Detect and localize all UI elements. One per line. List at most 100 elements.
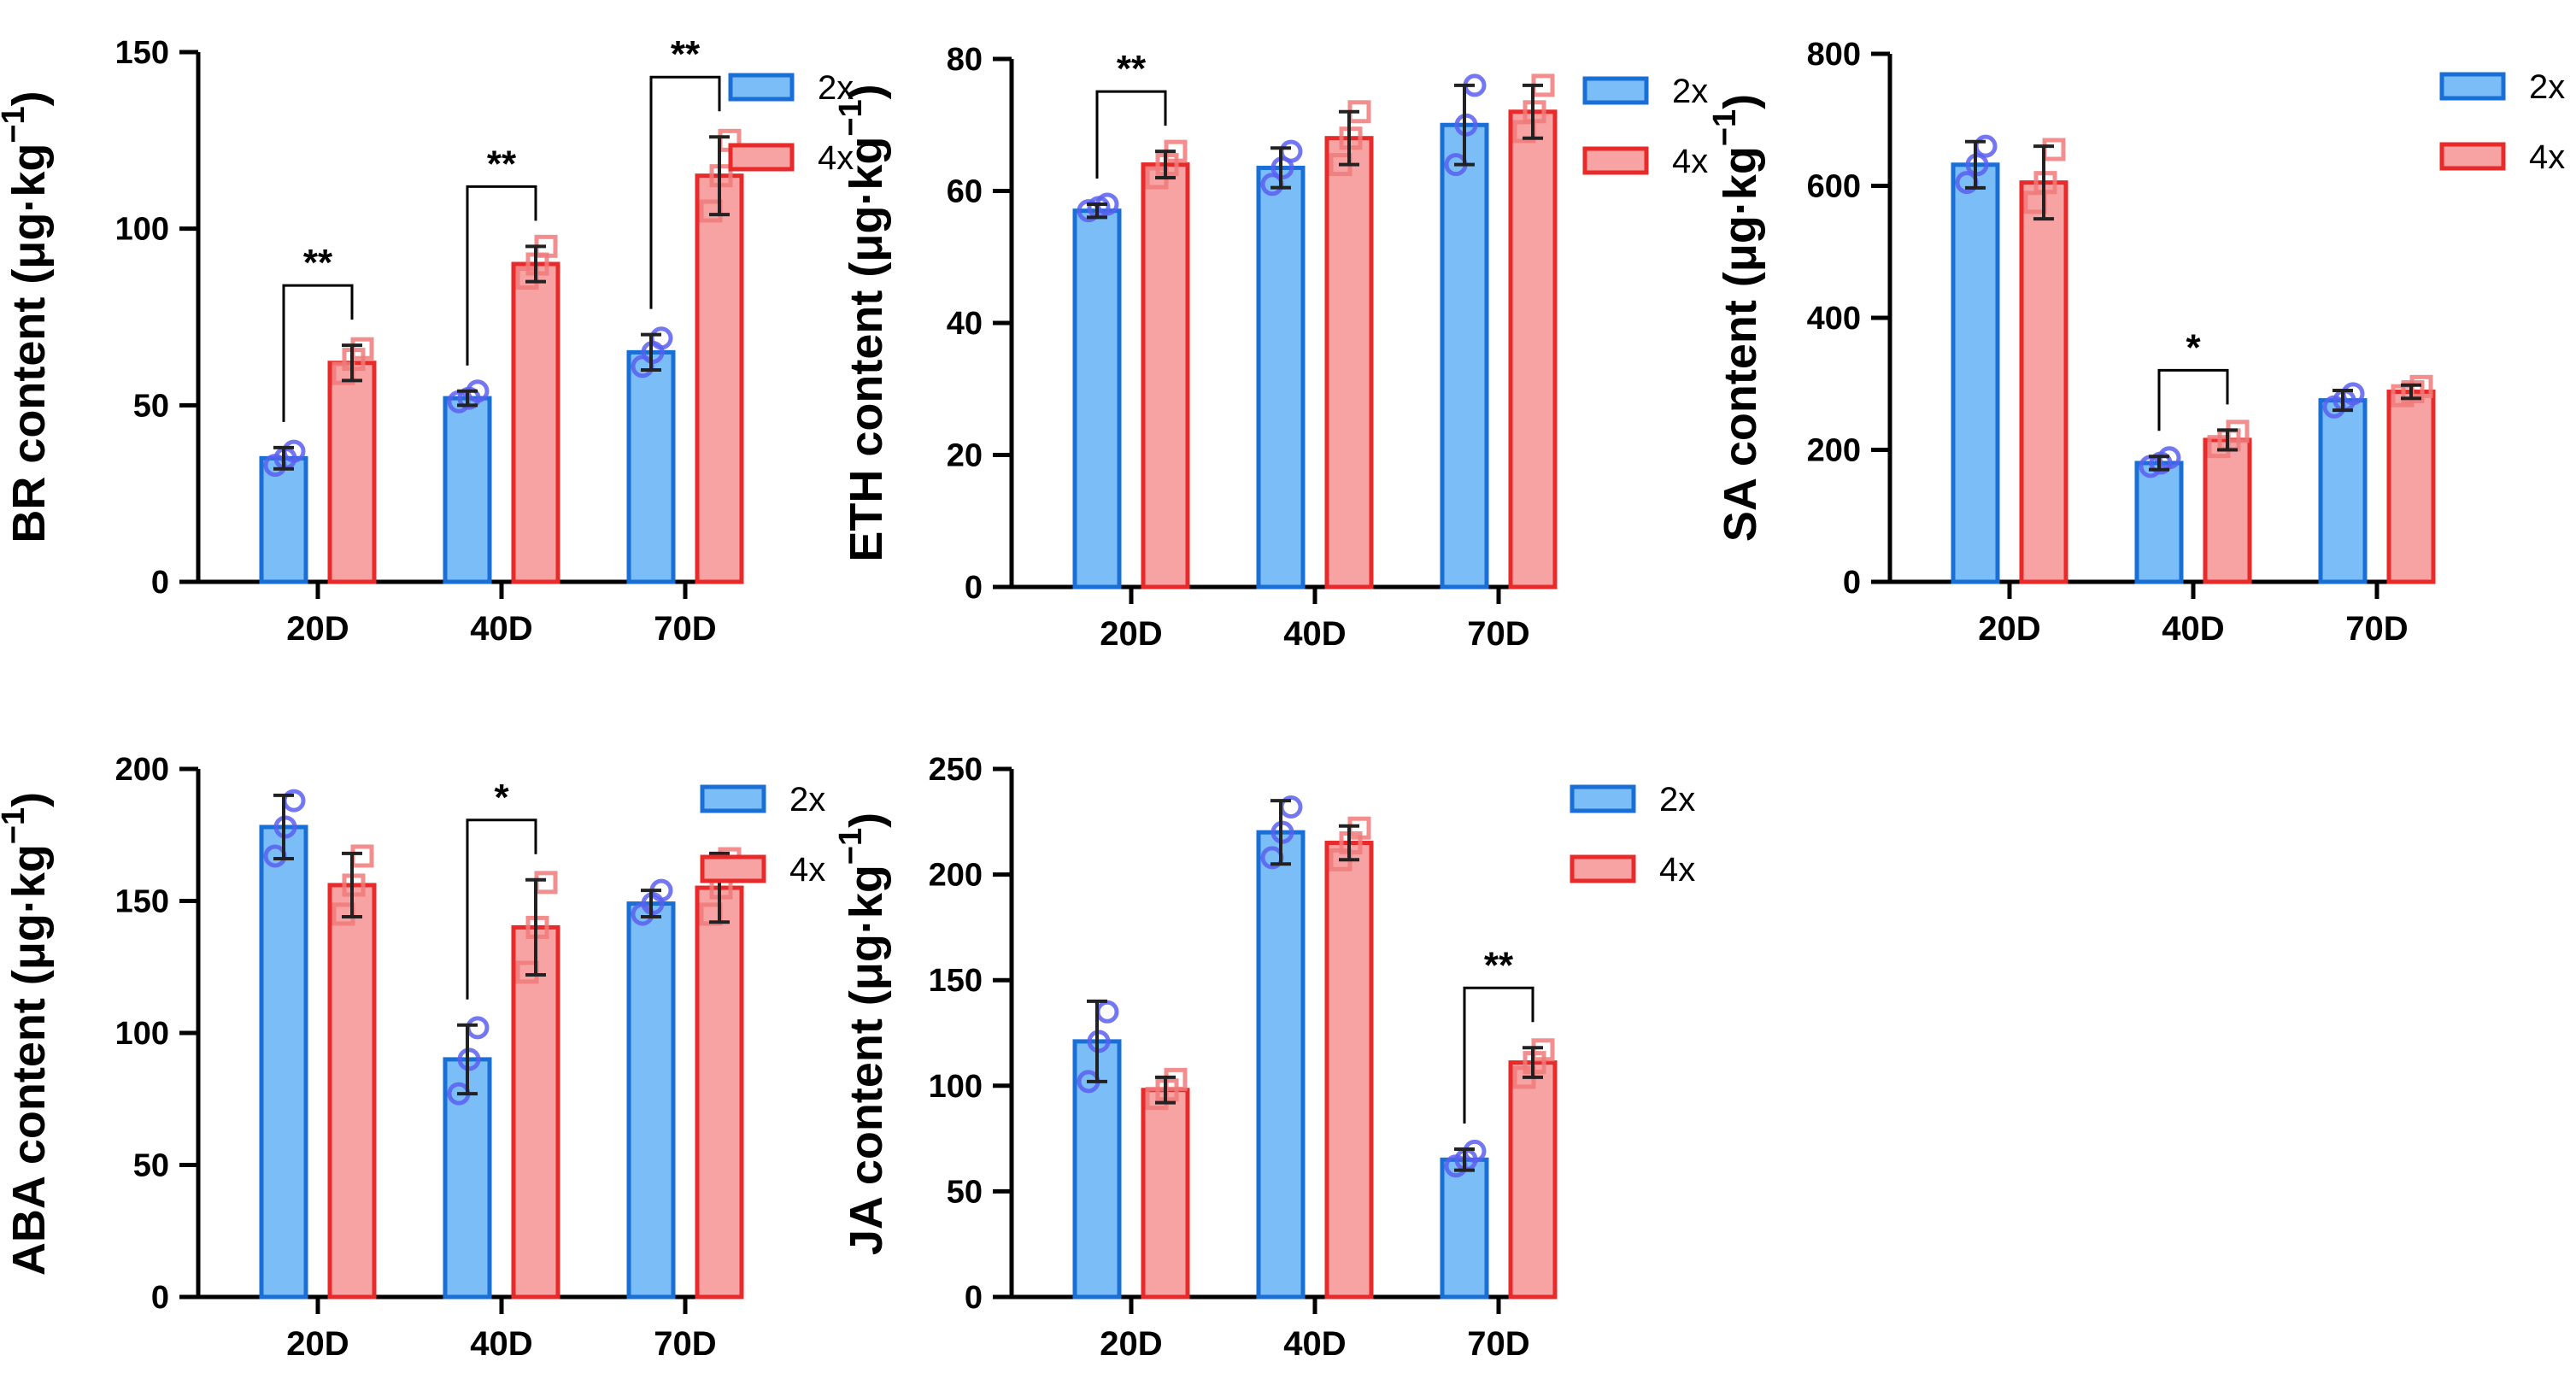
- bar-4x-40D: [1324, 841, 1374, 1300]
- y-axis-title-main: BR content (μg·kg: [3, 144, 55, 543]
- bar-2x-40D: [1256, 165, 1306, 590]
- x-tick-label: 70D: [654, 610, 716, 648]
- y-axis-title-exponent: −1: [1707, 109, 1743, 146]
- x-tick-label: 40D: [470, 1325, 532, 1363]
- significance-label: **: [303, 242, 333, 284]
- x-tick-label: 70D: [1467, 615, 1529, 653]
- x-tick-label: 20D: [286, 1325, 349, 1363]
- chart-panel-2: 0 20 40 60 80 20D 40D 70D ETH content (μg·kg−1) *…: [833, 42, 1708, 653]
- legend-swatch-2x: [1582, 76, 1649, 105]
- y-axis-title: SA content (μg·kg−1): [1707, 94, 1766, 542]
- y-tick-label: 600: [1807, 169, 1861, 205]
- significance-bracket: [1095, 90, 1167, 179]
- bar-4x-20D: [2019, 180, 2068, 584]
- significance-label: **: [1117, 48, 1147, 90]
- y-tick-label: 400: [1807, 301, 1861, 337]
- data-point-2x: [1974, 134, 1998, 158]
- bar-4x-40D: [1324, 136, 1374, 590]
- legend-label-2x: 2x: [1659, 781, 1695, 819]
- bar-2x-70D: [1440, 1157, 1489, 1300]
- x-tick-label: 40D: [470, 610, 532, 648]
- y-tick-label: 100: [115, 1016, 169, 1052]
- y-axis-title-exponent: −1: [833, 828, 869, 865]
- y-axis-title-main: ETH content (μg·kg: [841, 137, 892, 562]
- significance-bracket: [466, 819, 537, 1000]
- x-tick-label: 40D: [2162, 610, 2224, 648]
- y-tick-label: 80: [947, 42, 983, 78]
- significance-bracket: [466, 185, 537, 366]
- y-axis-title-exponent: −1: [0, 807, 32, 844]
- y-tick-label: 0: [151, 1280, 169, 1316]
- bar-4x-20D: [327, 361, 377, 584]
- legend-swatch-4x: [1570, 854, 1636, 883]
- legend-label-4x: 4x: [789, 851, 825, 889]
- y-axis-title-close: ): [841, 84, 892, 99]
- y-axis-title-exponent: −1: [833, 99, 869, 136]
- y-tick-label: 60: [947, 174, 983, 210]
- significance-label: **: [671, 33, 701, 75]
- significance-label: *: [2186, 326, 2201, 368]
- y-axis-title: JA content (μg·kg−1): [833, 813, 892, 1255]
- legend-label-4x: 4x: [2529, 138, 2565, 176]
- bar-4x-70D: [1508, 1060, 1558, 1300]
- legend-swatch-4x: [700, 854, 766, 883]
- bar-2x-70D: [626, 349, 676, 584]
- chart-panel-3: 0 200 400 600 800 20D 40D 70D SA content (μg·kg−…: [1707, 37, 2565, 648]
- data-point-4x: [2042, 138, 2066, 161]
- legend-label-4x: 4x: [1659, 851, 1695, 889]
- significance-label: **: [1484, 944, 1514, 986]
- chart-panel-4: 0 50 100 150 200 20D 40D 70D ABA content (μg·kg−…: [0, 752, 825, 1363]
- significance-label: *: [494, 777, 509, 819]
- bar-4x-40D: [2203, 437, 2252, 584]
- y-axis-title-exponent: −1: [0, 106, 32, 143]
- legend-swatch-4x: [2439, 142, 2506, 171]
- legend-swatch-2x: [700, 784, 766, 813]
- y-tick-label: 150: [929, 963, 983, 999]
- bar-4x-20D: [1141, 1088, 1190, 1300]
- y-tick-label: 800: [1807, 37, 1861, 73]
- x-tick-label: 40D: [1283, 615, 1346, 653]
- x-tick-label: 70D: [654, 1325, 716, 1363]
- legend-label-4x: 4x: [818, 139, 854, 177]
- y-tick-label: 150: [115, 35, 169, 71]
- legend-label-2x: 2x: [789, 781, 825, 819]
- x-tick-label: 70D: [1467, 1325, 1529, 1363]
- y-tick-label: 100: [929, 1069, 983, 1105]
- significance-bracket: [282, 284, 354, 422]
- bar-4x-70D: [2386, 390, 2436, 584]
- y-tick-label: 50: [133, 388, 169, 424]
- bar-4x-70D: [1508, 109, 1558, 590]
- bar-4x-20D: [1141, 162, 1190, 590]
- significance-bracket: [649, 75, 721, 309]
- y-tick-label: 40: [947, 306, 983, 342]
- bar-2x-20D: [1951, 162, 2000, 584]
- y-axis-title-close: ): [1715, 94, 1766, 109]
- y-tick-label: 200: [1807, 433, 1861, 469]
- bar-4x-70D: [695, 173, 744, 584]
- x-tick-label: 20D: [1100, 615, 1162, 653]
- data-point-4x: [350, 844, 374, 868]
- chart-panel-1: 0 50 100 150 20D 40D 70D BR content (μg·kg−1) **…: [0, 33, 854, 648]
- legend-swatch-4x: [1582, 146, 1649, 175]
- y-tick-label: 200: [115, 752, 169, 788]
- bar-2x-70D: [626, 901, 676, 1300]
- y-tick-label: 0: [1843, 565, 1861, 601]
- legend-label-2x: 2x: [2529, 68, 2565, 106]
- legend-swatch-2x: [2439, 72, 2506, 101]
- legend-swatch-4x: [728, 143, 795, 172]
- bar-2x-40D: [1256, 830, 1306, 1300]
- y-tick-label: 0: [965, 1280, 983, 1316]
- data-point-2x: [1095, 1000, 1119, 1024]
- significance-bracket: [1463, 986, 1534, 1124]
- x-tick-label: 20D: [286, 610, 349, 648]
- chart-panel-5: 0 50 100 150 200 250 20D 40D 70D JA content (μg·k…: [833, 752, 1695, 1363]
- y-tick-label: 150: [115, 884, 169, 920]
- y-tick-label: 100: [115, 212, 169, 248]
- x-tick-label: 20D: [1100, 1325, 1162, 1363]
- y-tick-label: 0: [965, 570, 983, 606]
- y-tick-label: 0: [151, 565, 169, 601]
- legend-swatch-2x: [728, 73, 795, 102]
- y-axis-title-close: ): [3, 792, 55, 807]
- legend-label-2x: 2x: [1672, 73, 1708, 110]
